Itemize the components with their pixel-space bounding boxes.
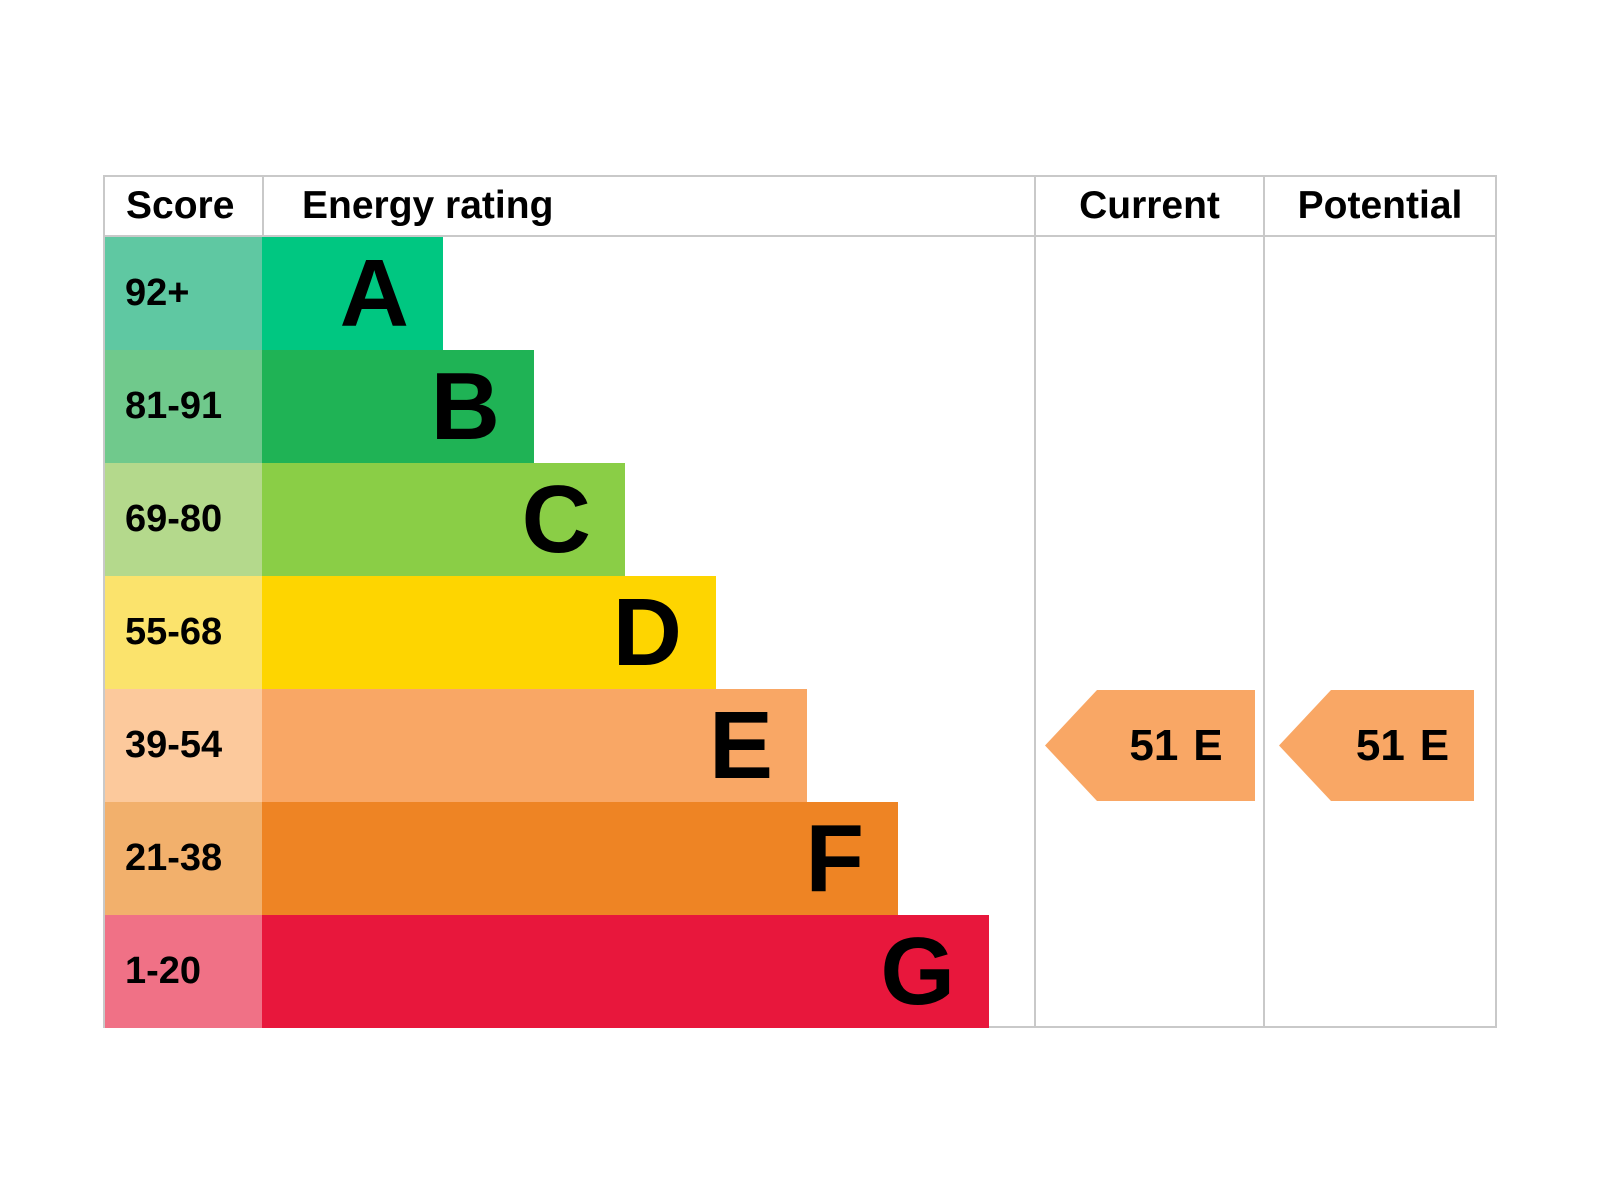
score-range-cell: 21-38: [105, 802, 262, 915]
current-column-divider: [1034, 177, 1036, 1026]
current-rating-band: E: [1193, 720, 1223, 770]
band-row: 21-38 F: [105, 802, 1036, 915]
potential-rating-score: 51: [1355, 720, 1405, 770]
band-letter: C: [521, 466, 591, 573]
epc-rating-chart: Score Energy rating Current Potential 92…: [103, 175, 1497, 1028]
score-range-cell: 81-91: [105, 350, 262, 463]
band-row: 1-20 G: [105, 915, 1036, 1028]
band-rows: 92+ A 81-91 B 69-80 C 55-68 D 39-54 E: [105, 237, 1036, 1028]
score-range-label: 21-38: [125, 837, 223, 879]
current-rating-score: 51: [1129, 720, 1179, 770]
band-row: 81-91 B: [105, 350, 1036, 463]
band-letter: E: [708, 692, 773, 799]
band-bar: G: [262, 915, 989, 1028]
score-range-label: 1-20: [125, 950, 202, 992]
current-rating-arrow: 51 E: [1045, 690, 1255, 801]
score-range-label: 69-80: [125, 498, 223, 540]
header-underline: [105, 235, 1495, 237]
score-column-header: Score: [126, 184, 235, 227]
score-header-divider: [262, 177, 264, 235]
band-letter: B: [430, 353, 500, 460]
band-bar: E: [262, 689, 807, 802]
band-row: 39-54 E: [105, 689, 1036, 802]
band-row: 69-80 C: [105, 463, 1036, 576]
band-bar: D: [262, 576, 716, 689]
score-range-label: 81-91: [125, 385, 223, 427]
score-range-label: 55-68: [125, 611, 223, 653]
band-letter: G: [880, 918, 955, 1025]
current-column-header: Current: [1079, 184, 1220, 227]
band-row: 92+ A: [105, 237, 1036, 350]
band-bar: F: [262, 802, 898, 915]
potential-column-divider: [1263, 177, 1265, 1026]
score-range-cell: 69-80: [105, 463, 262, 576]
score-range-cell: 55-68: [105, 576, 262, 689]
energy-rating-column-header: Energy rating: [302, 184, 554, 227]
band-bar: C: [262, 463, 625, 576]
band-row: 55-68 D: [105, 576, 1036, 689]
band-letter: A: [339, 240, 409, 347]
score-range-label: 92+: [125, 272, 190, 314]
potential-rating-band: E: [1419, 720, 1450, 770]
potential-column-header: Potential: [1297, 184, 1463, 227]
band-bar: B: [262, 350, 534, 463]
score-range-cell: 1-20: [105, 915, 262, 1028]
score-range-label: 39-54: [125, 724, 223, 766]
potential-rating-arrow: 51 E: [1279, 690, 1474, 801]
band-letter: D: [612, 579, 682, 686]
band-letter: F: [805, 805, 864, 912]
score-range-cell: 39-54: [105, 689, 262, 802]
score-range-cell: 92+: [105, 237, 262, 350]
band-bar: A: [262, 237, 443, 350]
